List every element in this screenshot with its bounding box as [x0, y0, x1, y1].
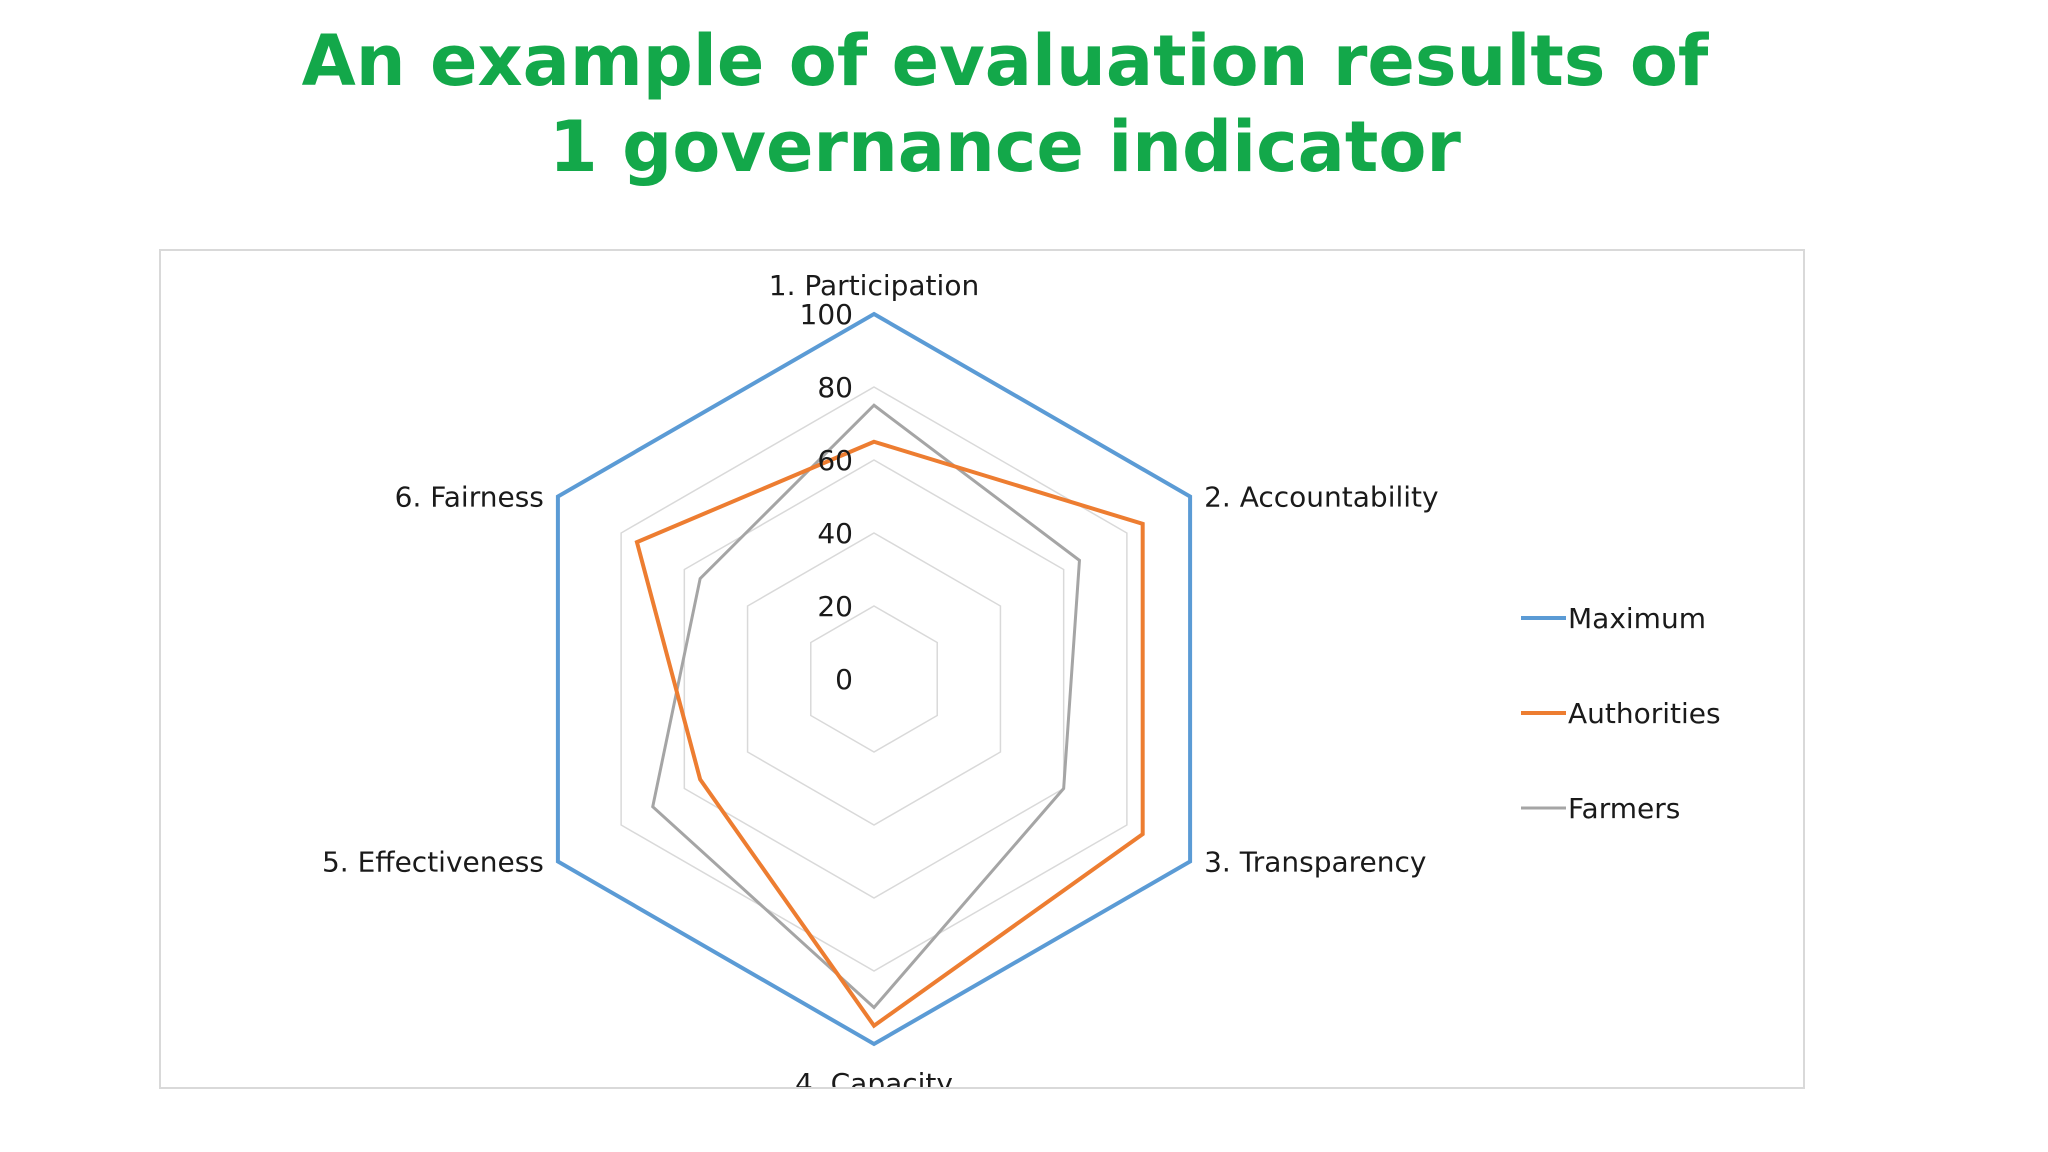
axis-label-1: 1. Participation — [769, 269, 979, 302]
tick-label-60: 60 — [817, 444, 853, 477]
tick-label-0: 0 — [835, 663, 853, 696]
radar-chart: 0 20 40 60 80 100 1. Participation 2. Accounta… — [322, 269, 1721, 1087]
axis-label-2: 2. Accountability — [1204, 481, 1439, 514]
radar-series — [555, 311, 1193, 1047]
axis-label-5: 5. Effectiveness — [322, 846, 544, 879]
grid-ring-40 — [746, 532, 1002, 826]
legend-item-maximum: Maximum — [1521, 602, 1706, 635]
grid-ring-80 — [620, 386, 1128, 972]
tick-label-100: 100 — [800, 298, 853, 331]
legend-label-authorities: Authorities — [1568, 697, 1721, 730]
grid-ring-100 — [557, 313, 1191, 1045]
radar-grid — [557, 313, 1191, 1045]
series-maximum-line — [555, 311, 1193, 1047]
legend-item-farmers: Farmers — [1521, 792, 1680, 825]
slide-title-line-2: 1 governance indicator — [549, 106, 1461, 188]
series-authorities-line — [634, 439, 1145, 1029]
chart-area: 0 20 40 60 80 100 1. Participation 2. Accounta… — [159, 249, 1805, 1089]
series-farmers-line — [651, 403, 1082, 1010]
legend-item-authorities: Authorities — [1521, 697, 1721, 730]
grid-ring-60 — [683, 459, 1065, 899]
axis-label-6: 6. Fairness — [395, 481, 544, 514]
tick-label-80: 80 — [817, 371, 853, 404]
slide-title: An example of evaluation results of 1 go… — [0, 18, 2010, 190]
tick-label-40: 40 — [817, 517, 853, 550]
legend-label-maximum: Maximum — [1568, 602, 1706, 635]
chart-legend: Maximum Authorities Farmers — [1521, 602, 1721, 825]
radar-tick-labels: 0 20 40 60 80 100 — [800, 298, 853, 696]
legend-label-farmers: Farmers — [1568, 792, 1680, 825]
axis-label-4: 4. Capacity — [795, 1067, 953, 1087]
radar-axis-labels: 1. Participation 2. Accountability 3. Tran… — [322, 269, 1439, 1087]
tick-label-20: 20 — [817, 590, 853, 623]
slide-title-line-1: An example of evaluation results of — [301, 20, 1709, 102]
grid-ring-20 — [810, 605, 938, 753]
axis-label-3: 3. Transparency — [1204, 846, 1426, 879]
